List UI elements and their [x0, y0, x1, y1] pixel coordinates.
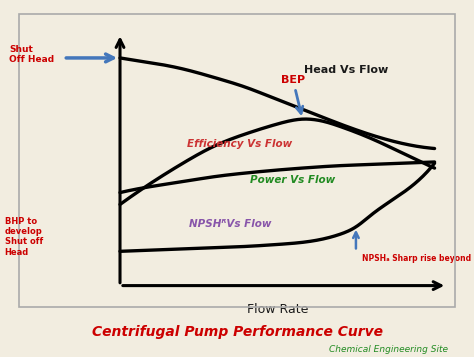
Text: NPSHₐ Sharp rise beyond BEP: NPSHₐ Sharp rise beyond BEP: [362, 254, 474, 263]
Text: BHP to
develop
Shut off
Head: BHP to develop Shut off Head: [5, 217, 43, 257]
Text: Efficiency Vs Flow: Efficiency Vs Flow: [187, 139, 292, 149]
Text: Power Vs Flow: Power Vs Flow: [250, 175, 336, 185]
Text: Chemical Engineering Site: Chemical Engineering Site: [329, 345, 448, 355]
Text: Shut
Off Head: Shut Off Head: [9, 45, 55, 64]
Text: Flow Rate: Flow Rate: [246, 303, 308, 316]
Text: BEP: BEP: [281, 75, 305, 114]
Text: Head Vs Flow: Head Vs Flow: [304, 65, 389, 75]
Text: Centrifugal Pump Performance Curve: Centrifugal Pump Performance Curve: [91, 325, 383, 339]
Text: NPSHᴿVs Flow: NPSHᴿVs Flow: [189, 220, 271, 230]
